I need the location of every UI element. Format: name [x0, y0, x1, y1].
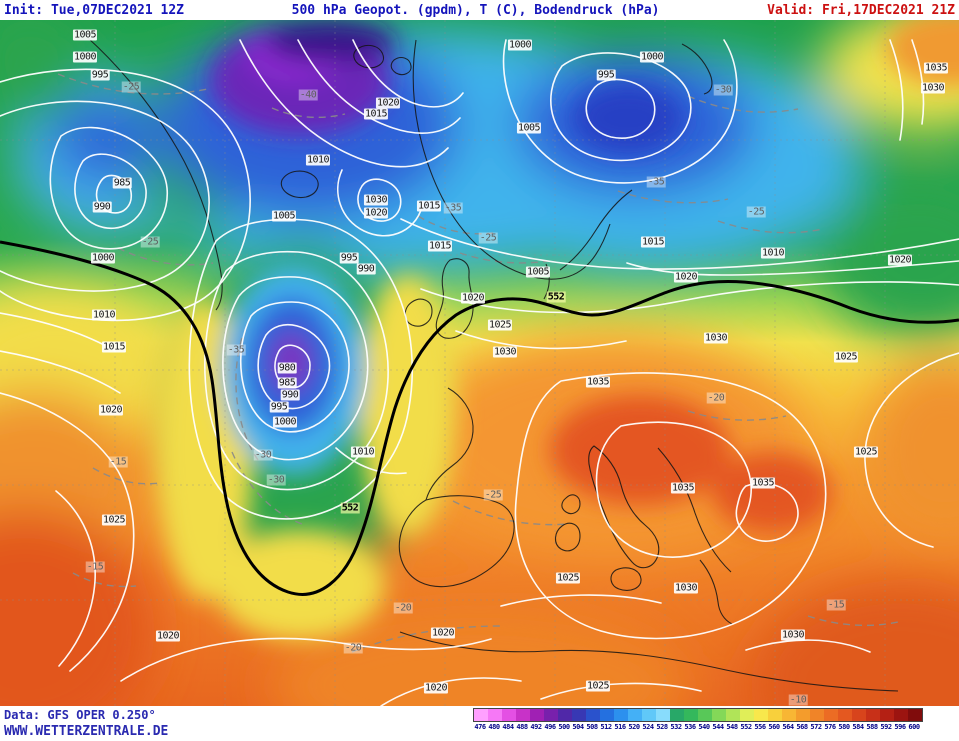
graticule — [0, 20, 959, 706]
colorbar-swatch — [614, 709, 628, 721]
colorbar-tick: 600 — [908, 723, 920, 731]
colorbar-tick: 524 — [642, 723, 654, 731]
colorbar-tick: 588 — [866, 723, 878, 731]
colorbar-tick: 596 — [894, 723, 906, 731]
colorbar-tick: 492 — [530, 723, 542, 731]
colorbar-swatch — [558, 709, 572, 721]
colorbar-tick: 552 — [740, 723, 752, 731]
colorbar-tick: 536 — [684, 723, 696, 731]
colorbar-strip — [473, 708, 923, 722]
colorbar-swatch — [824, 709, 838, 721]
colorbar-swatch — [530, 709, 544, 721]
colorbar-swatch — [586, 709, 600, 721]
colorbar-tick: 512 — [600, 723, 612, 731]
colorbar-swatch — [782, 709, 796, 721]
valid-time: Valid: Fri,17DEC2021 21Z — [767, 2, 955, 18]
footer-credits: Data: GFS OPER 0.250° WWW.WETTERZENTRALE… — [4, 708, 168, 739]
colorbar-swatch — [656, 709, 670, 721]
colorbar-swatch — [698, 709, 712, 721]
colorbar-tick: 496 — [544, 723, 556, 731]
colorbar-tick: 584 — [852, 723, 864, 731]
colorbar-swatch — [908, 709, 922, 721]
colorbar-swatch — [796, 709, 810, 721]
website-credit: WWW.WETTERZENTRALE.DE — [4, 724, 169, 739]
colorbar-swatch — [880, 709, 894, 721]
colorbar-swatch — [544, 709, 558, 721]
colorbar-tick: 544 — [712, 723, 724, 731]
colorbar-tick: 540 — [698, 723, 710, 731]
colorbar-swatch — [712, 709, 726, 721]
colorbar-swatch — [726, 709, 740, 721]
colorbar-swatch — [488, 709, 502, 721]
colorbar-tick: 572 — [810, 723, 822, 731]
colorbar-swatch — [894, 709, 908, 721]
colorbar-tick: 476 — [474, 723, 486, 731]
colorbar-tick: 568 — [796, 723, 808, 731]
colorbar-tick: 580 — [838, 723, 850, 731]
colorbar: 476 480 484 488 492 496 500 504 508 512 516 520 524 5… — [473, 708, 923, 731]
colorbar-tick: 508 — [586, 723, 598, 731]
colorbar-swatch — [502, 709, 516, 721]
colorbar-swatch — [754, 709, 768, 721]
model-info: Data: GFS OPER 0.250° — [4, 708, 156, 722]
colorbar-swatch — [838, 709, 852, 721]
colorbar-tick: 532 — [670, 723, 682, 731]
colorbar-tick: 548 — [726, 723, 738, 731]
init-time: Init: Tue,07DEC2021 12Z — [4, 2, 185, 18]
map-region: 1005 1000 995 985 990 1000 1010 1015 1020 1025 102… — [0, 20, 959, 706]
colorbar-tick: 484 — [502, 723, 514, 731]
colorbar-swatch — [628, 709, 642, 721]
isobar-contours — [0, 39, 959, 706]
colorbar-tick: 500 — [558, 723, 570, 731]
map-footer: Data: GFS OPER 0.250° WWW.WETTERZENTRALE… — [0, 706, 959, 741]
colorbar-swatch — [852, 709, 866, 721]
isotherm-contours — [57, 73, 899, 653]
colorbar-swatch — [572, 709, 586, 721]
colorbar-tick: 520 — [628, 723, 640, 731]
weather-map-svg — [0, 20, 959, 706]
colorbar-swatch — [670, 709, 684, 721]
colorbar-swatch — [516, 709, 530, 721]
colorbar-ticks: 476 480 484 488 492 496 500 504 508 512 516 520 524 5… — [473, 723, 921, 731]
colorbar-swatch — [684, 709, 698, 721]
colorbar-tick: 488 — [516, 723, 528, 731]
map-header: Init: Tue,07DEC2021 12Z 500 hPa Geopot. … — [0, 0, 959, 20]
colorbar-tick: 576 — [824, 723, 836, 731]
colorbar-tick: 516 — [614, 723, 626, 731]
colorbar-swatch — [740, 709, 754, 721]
colorbar-tick: 592 — [880, 723, 892, 731]
coastlines — [87, 37, 899, 692]
colorbar-swatch — [810, 709, 824, 721]
colorbar-tick: 556 — [754, 723, 766, 731]
colorbar-swatch — [474, 709, 488, 721]
colorbar-tick: 480 — [488, 723, 500, 731]
colorbar-swatch — [642, 709, 656, 721]
colorbar-tick: 564 — [782, 723, 794, 731]
colorbar-swatch — [600, 709, 614, 721]
colorbar-swatch — [768, 709, 782, 721]
map-title: 500 hPa Geopot. (gpdm), T (C), Bodendruc… — [291, 2, 660, 18]
colorbar-tick: 560 — [768, 723, 780, 731]
colorbar-tick: 528 — [656, 723, 668, 731]
colorbar-tick: 504 — [572, 723, 584, 731]
geopotential-552-contour — [0, 240, 959, 596]
colorbar-swatch — [866, 709, 880, 721]
